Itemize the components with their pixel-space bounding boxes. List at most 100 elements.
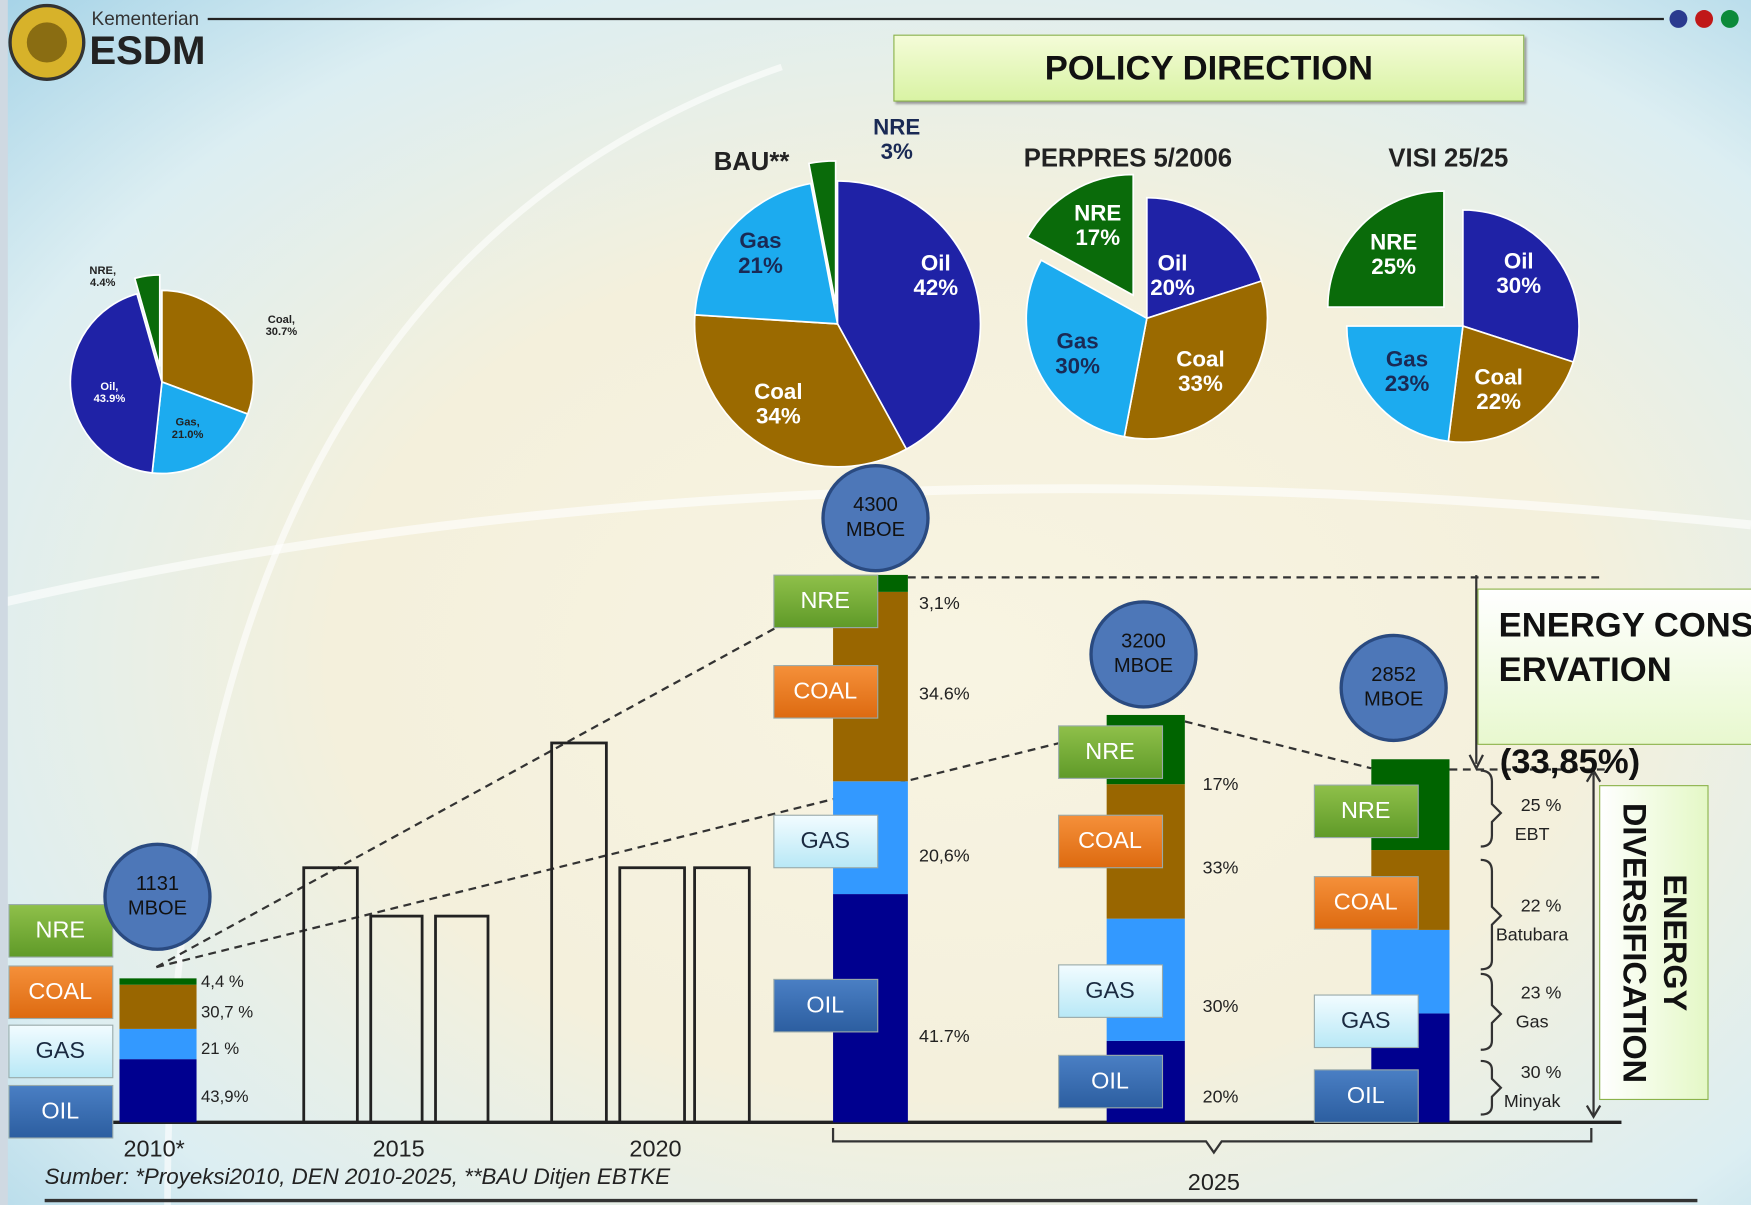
pie-label-value: 30.7% [266,326,298,338]
pie-title: PERPRES 5/2006 [1024,144,1232,172]
conservation-box: ENERGY CONSERVATION [1477,588,1751,745]
legend-box [1058,814,1164,869]
legend-box [773,814,879,869]
legend-label: GAS [1085,977,1134,1003]
pie-label-value: 34% [756,404,801,429]
legend-label: GAS [36,1037,85,1063]
outline-bar [302,866,359,1124]
legend-label: COAL [1334,889,1398,915]
legend-label: COAL [793,678,857,704]
legend-box [8,904,114,958]
segment-label: 30,7 % [201,1002,253,1021]
brace [1480,972,1503,1051]
legend-label: OIL [41,1097,79,1123]
pie-slice [693,313,908,468]
segment-label: 34.6% [919,683,970,703]
logo-emblem [26,22,68,63]
pie-slice [161,289,255,416]
outline-bar [693,866,751,1124]
pie-label-value: 33% [1178,371,1223,396]
segment-label: 33% [1203,858,1239,878]
pie-slice [1025,259,1148,438]
legend-box [1313,876,1419,930]
pie-slice [807,160,837,305]
legend-label: OIL [806,991,844,1017]
pie-slice [1447,324,1575,444]
brace [1480,769,1503,848]
legend-label: OIL [1091,1067,1129,1093]
pie-label-value: 43.9% [94,393,126,405]
total-unit: MBOE [128,897,187,919]
year-label: 2015 [373,1135,425,1161]
legend-box [1313,994,1419,1049]
segment-label: 17% [1203,774,1239,794]
bar-segment [119,984,197,1029]
segment-label: 25 % [1521,795,1562,815]
outline-bar [550,741,608,1124]
legend-box [8,965,114,1020]
pie-slice [1462,209,1580,364]
header-dot [1695,10,1714,28]
segment-note: Minyak [1504,1091,1561,1111]
legend-label: NRE [36,917,85,943]
left-edge [0,0,8,1205]
pie-label-name: Gas [1057,329,1099,354]
bar-segment [119,1028,197,1060]
pie-label-name: Oil, [100,381,118,393]
legend-label: OIL [1347,1082,1385,1108]
pie-slice [1146,196,1263,320]
segment-label: 4,4 % [201,972,244,991]
outline-bar [369,914,424,1124]
pie-slice [1026,173,1135,297]
segment-label: 30% [1203,996,1239,1016]
legend-label: GAS [800,827,849,853]
pie-label-name: Oil [921,251,951,276]
pie-label-name: Gas, [176,417,200,429]
segment-note: Batubara [1496,925,1569,945]
pie-slice [69,292,163,474]
bar-segment [119,1059,197,1123]
pie-label-value: 25% [1371,254,1416,279]
pie-label-value: 20% [1150,275,1195,300]
outline-bar [434,914,490,1124]
legend-box [8,1024,114,1079]
pie-label-value: 30% [1055,353,1100,378]
pie-label-value: 21.0% [172,429,204,441]
logo-ministry: Kementerian [92,9,200,30]
total-bubble [821,464,930,573]
legend-box [1313,1069,1419,1123]
pie-label-value: 4.4% [90,277,116,289]
pie-slice [1123,279,1269,440]
pie-label-value: 3% [881,139,913,164]
total-unit: MBOE [1114,655,1173,677]
pie-slice [836,180,982,451]
segment-label: 23 % [1521,983,1562,1003]
connector [155,626,777,969]
segment-label: 22 % [1521,896,1562,916]
year-label: 2020 [629,1135,681,1161]
total-bubble [1089,600,1198,709]
legend-box [773,665,879,719]
legend-box [1313,784,1419,839]
segment-label: 20,6% [919,845,970,865]
brace [1480,1059,1503,1116]
pie-label-value: 22% [1476,389,1521,414]
pie-title: VISI 25/25 [1388,144,1508,172]
connector-lines [155,576,1609,969]
pie-title: BAU** [714,148,790,176]
header-dot [1669,10,1688,28]
pie-label-value: 17% [1075,225,1120,250]
brace [1480,858,1503,971]
pie-label-name: Coal, [268,314,295,326]
pie-slice [151,380,249,475]
pie-label-name: Gas [739,228,781,253]
legend-box [1058,725,1164,779]
pie-label-name: Coal [1474,364,1522,389]
pie-label-name: Oil [1158,251,1188,276]
total-value: 3200 [1121,630,1166,652]
total-value: 2852 [1371,664,1416,686]
segment-note: Gas [1516,1012,1549,1032]
pie-label-value: 30% [1496,273,1541,298]
